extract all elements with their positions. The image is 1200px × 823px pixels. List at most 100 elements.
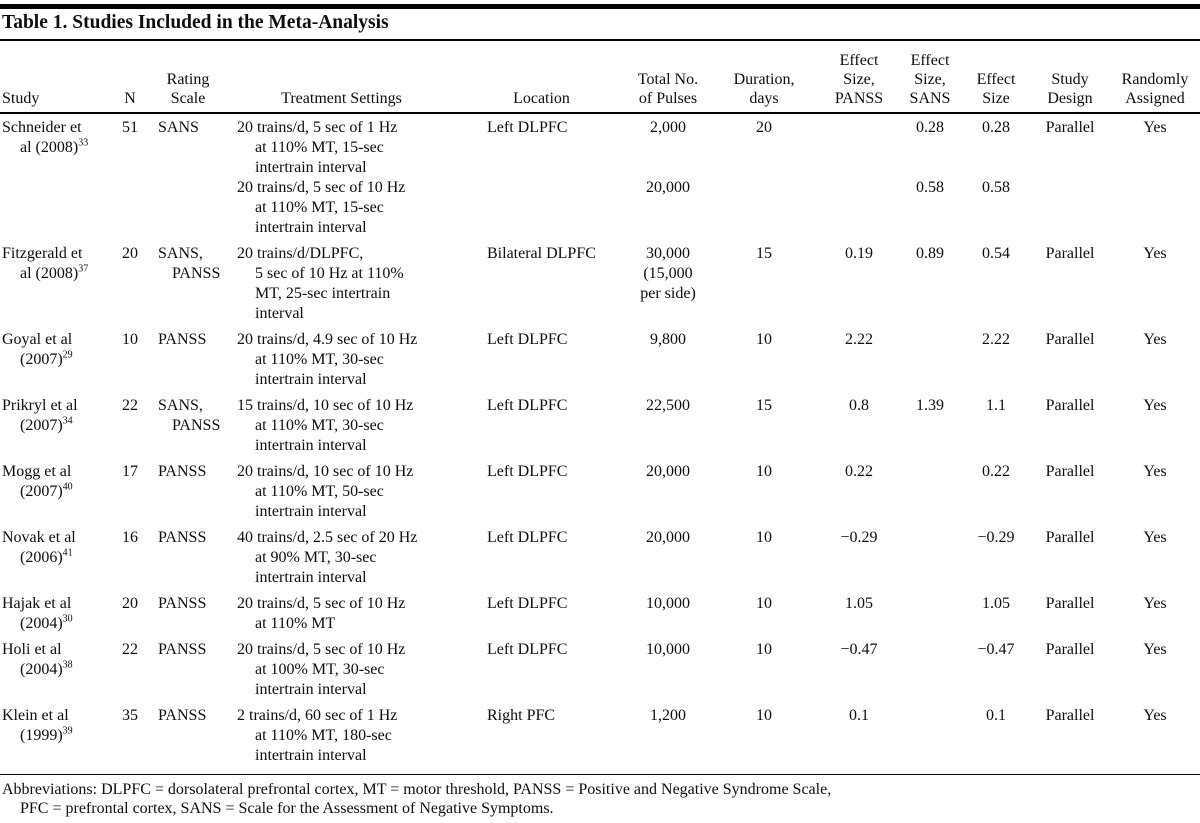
- cell-es_sans: 0.28: [916, 119, 944, 136]
- citation-superscript: 41: [62, 547, 73, 559]
- cell-es_panss: 0.1: [820, 706, 898, 775]
- cell-study: Novak et al (2006)41: [2, 529, 76, 566]
- cell-n: 16: [122, 529, 138, 546]
- cell-design: [1030, 178, 1110, 244]
- cell-duration: 10: [708, 706, 820, 775]
- cell-location: Left DLPFC: [487, 641, 568, 658]
- cell-es_sans: [898, 462, 962, 528]
- cell-n: 35: [112, 706, 148, 775]
- header-settings: Treatment Settings: [228, 41, 455, 114]
- table-row: Hajak et al (2004)30 20 PANSS 20 trains/d, 5…: [0, 594, 1200, 640]
- cell-location: Left DLPFC: [487, 595, 568, 612]
- header-es_panss: Effect Size, PANSS: [820, 41, 898, 114]
- table-row: Schneider et al (2008)33 51 SANS 20 trains/d…: [0, 113, 1200, 178]
- header-assigned: Randomly Assigned: [1110, 41, 1200, 114]
- cell-n: 20: [122, 245, 138, 262]
- cell-duration: 10: [756, 463, 772, 480]
- table-row: Klein et al (1999)39 35 PANSS 2 trains/d, 60…: [0, 706, 1200, 775]
- cell-duration: [708, 178, 820, 244]
- cell-settings: 20 trains/d, 5 sec of 10 Hz at 110% MT, 1…: [237, 179, 406, 236]
- table-row: Fitzgerald et al (2008)37 20 SANS, PANSS 20 t…: [0, 244, 1200, 330]
- cell-n: 20: [122, 595, 138, 612]
- table-row: Novak et al (2006)41 16 PANSS 40 trains/d, 2…: [0, 528, 1200, 594]
- cell-design: Parallel: [1045, 331, 1095, 348]
- cell-es: −0.47: [977, 641, 1015, 658]
- cell-pulses: 20,000: [646, 463, 690, 480]
- cell-study: Fitzgerald et al (2008)37: [2, 245, 89, 282]
- cell-scale: PANSS: [158, 595, 207, 612]
- cell-n: 10: [122, 331, 138, 348]
- cell-es: 0.22: [982, 463, 1010, 480]
- cell-design: Parallel: [1045, 119, 1095, 136]
- cell-settings: 40 trains/d, 2.5 sec of 20 Hz at 90% MT, …: [237, 529, 418, 586]
- table-title: Table 1. Studies Included in the Meta-An…: [0, 9, 1200, 41]
- cell-location: Left DLPFC: [487, 119, 568, 136]
- header-location: Location: [455, 41, 628, 114]
- cell-study: Goyal et al (2007)29: [2, 331, 73, 368]
- cell-es_sans: 0.58: [916, 179, 944, 196]
- cell-pulses: 22,500: [646, 397, 690, 414]
- cell-es: 0.1: [962, 706, 1030, 775]
- header-n: N: [112, 41, 148, 114]
- cell-settings: 20 trains/d, 10 sec of 10 Hz at 110% MT, …: [237, 463, 414, 520]
- cell-assigned: Yes: [1143, 595, 1167, 612]
- cell-pulses: 10,000: [646, 641, 690, 658]
- cell-es_panss: [820, 178, 898, 244]
- cell-pulses: 20,000: [646, 179, 690, 196]
- footnote-line-1: Abbreviations: DLPFC = dorsolateral pref…: [2, 781, 832, 798]
- cell-pulses: 2,000: [650, 119, 686, 136]
- citation-superscript: 39: [62, 725, 73, 737]
- cell-settings: 2 trains/d, 60 sec of 1 Hz at 110% MT, 18…: [228, 706, 455, 775]
- citation-superscript: 34: [62, 415, 73, 427]
- header-row: Study N Rating Scale Treatment Settings Locat…: [0, 41, 1200, 114]
- cell-location: Left DLPFC: [487, 331, 568, 348]
- cell-duration: 10: [756, 331, 772, 348]
- cell-pulses: 30,000 (15,000 per side): [640, 245, 696, 302]
- table-row: Holi et al (2004)38 22 PANSS 20 trains/d, 5 …: [0, 640, 1200, 706]
- citation-superscript: 38: [62, 659, 73, 671]
- cell-location: [455, 178, 628, 244]
- abbreviations-note: Abbreviations: DLPFC = dorsolateral pref…: [0, 775, 1200, 823]
- cell-duration: 15: [756, 245, 772, 262]
- top-rule: [0, 4, 1200, 9]
- cell-design: Parallel: [1045, 595, 1095, 612]
- cell-scale: PANSS: [158, 641, 207, 658]
- header-pulses: Total No. of Pulses: [628, 41, 708, 114]
- cell-duration: 20: [756, 119, 772, 136]
- footnote-line-2: PFC = prefrontal cortex, SANS = Scale fo…: [20, 800, 554, 817]
- cell-n: [112, 178, 148, 244]
- cell-design: Parallel: [1045, 245, 1095, 262]
- cell-location: Right PFC: [455, 706, 628, 775]
- cell-es_sans: [898, 330, 962, 396]
- header-scale: Rating Scale: [148, 41, 228, 114]
- cell-settings: 20 trains/d, 5 sec of 1 Hz at 110% MT, 15…: [237, 119, 398, 176]
- cell-study: [0, 178, 112, 244]
- cell-design: Parallel: [1045, 529, 1095, 546]
- cell-assigned: [1110, 178, 1200, 244]
- cell-pulses: 9,800: [650, 331, 686, 348]
- cell-settings: 20 trains/d, 5 sec of 10 Hz at 100% MT, 3…: [237, 641, 406, 698]
- cell-es: 0.54: [982, 245, 1010, 262]
- cell-es_panss: 1.05: [845, 595, 873, 612]
- cell-study: Mogg et al (2007)40: [2, 463, 73, 500]
- cell-pulses: 10,000: [646, 595, 690, 612]
- table-row: 20 trains/d, 5 sec of 10 Hz at 110% MT, 1…: [0, 178, 1200, 244]
- cell-location: Left DLPFC: [487, 463, 568, 480]
- citation-superscript: 37: [78, 263, 89, 275]
- cell-es_panss: −0.29: [840, 529, 878, 546]
- cell-assigned: Yes: [1143, 331, 1167, 348]
- cell-es_panss: 0.19: [845, 245, 873, 262]
- cell-scale: SANS, PANSS: [158, 397, 221, 434]
- cell-location: Left DLPFC: [487, 397, 568, 414]
- cell-es_panss: [820, 113, 898, 178]
- cell-location: Left DLPFC: [487, 529, 568, 546]
- cell-study: Holi et al (2004)38: [2, 641, 73, 678]
- cell-scale: PANSS: [158, 463, 207, 480]
- cell-es: 1.05: [982, 595, 1010, 612]
- studies-table: Study N Rating Scale Treatment Settings Locat…: [0, 41, 1200, 775]
- cell-design: Parallel: [1030, 706, 1110, 775]
- header-duration: Duration, days: [708, 41, 820, 114]
- header-design: Study Design: [1030, 41, 1110, 114]
- cell-es_sans: 0.89: [916, 245, 944, 262]
